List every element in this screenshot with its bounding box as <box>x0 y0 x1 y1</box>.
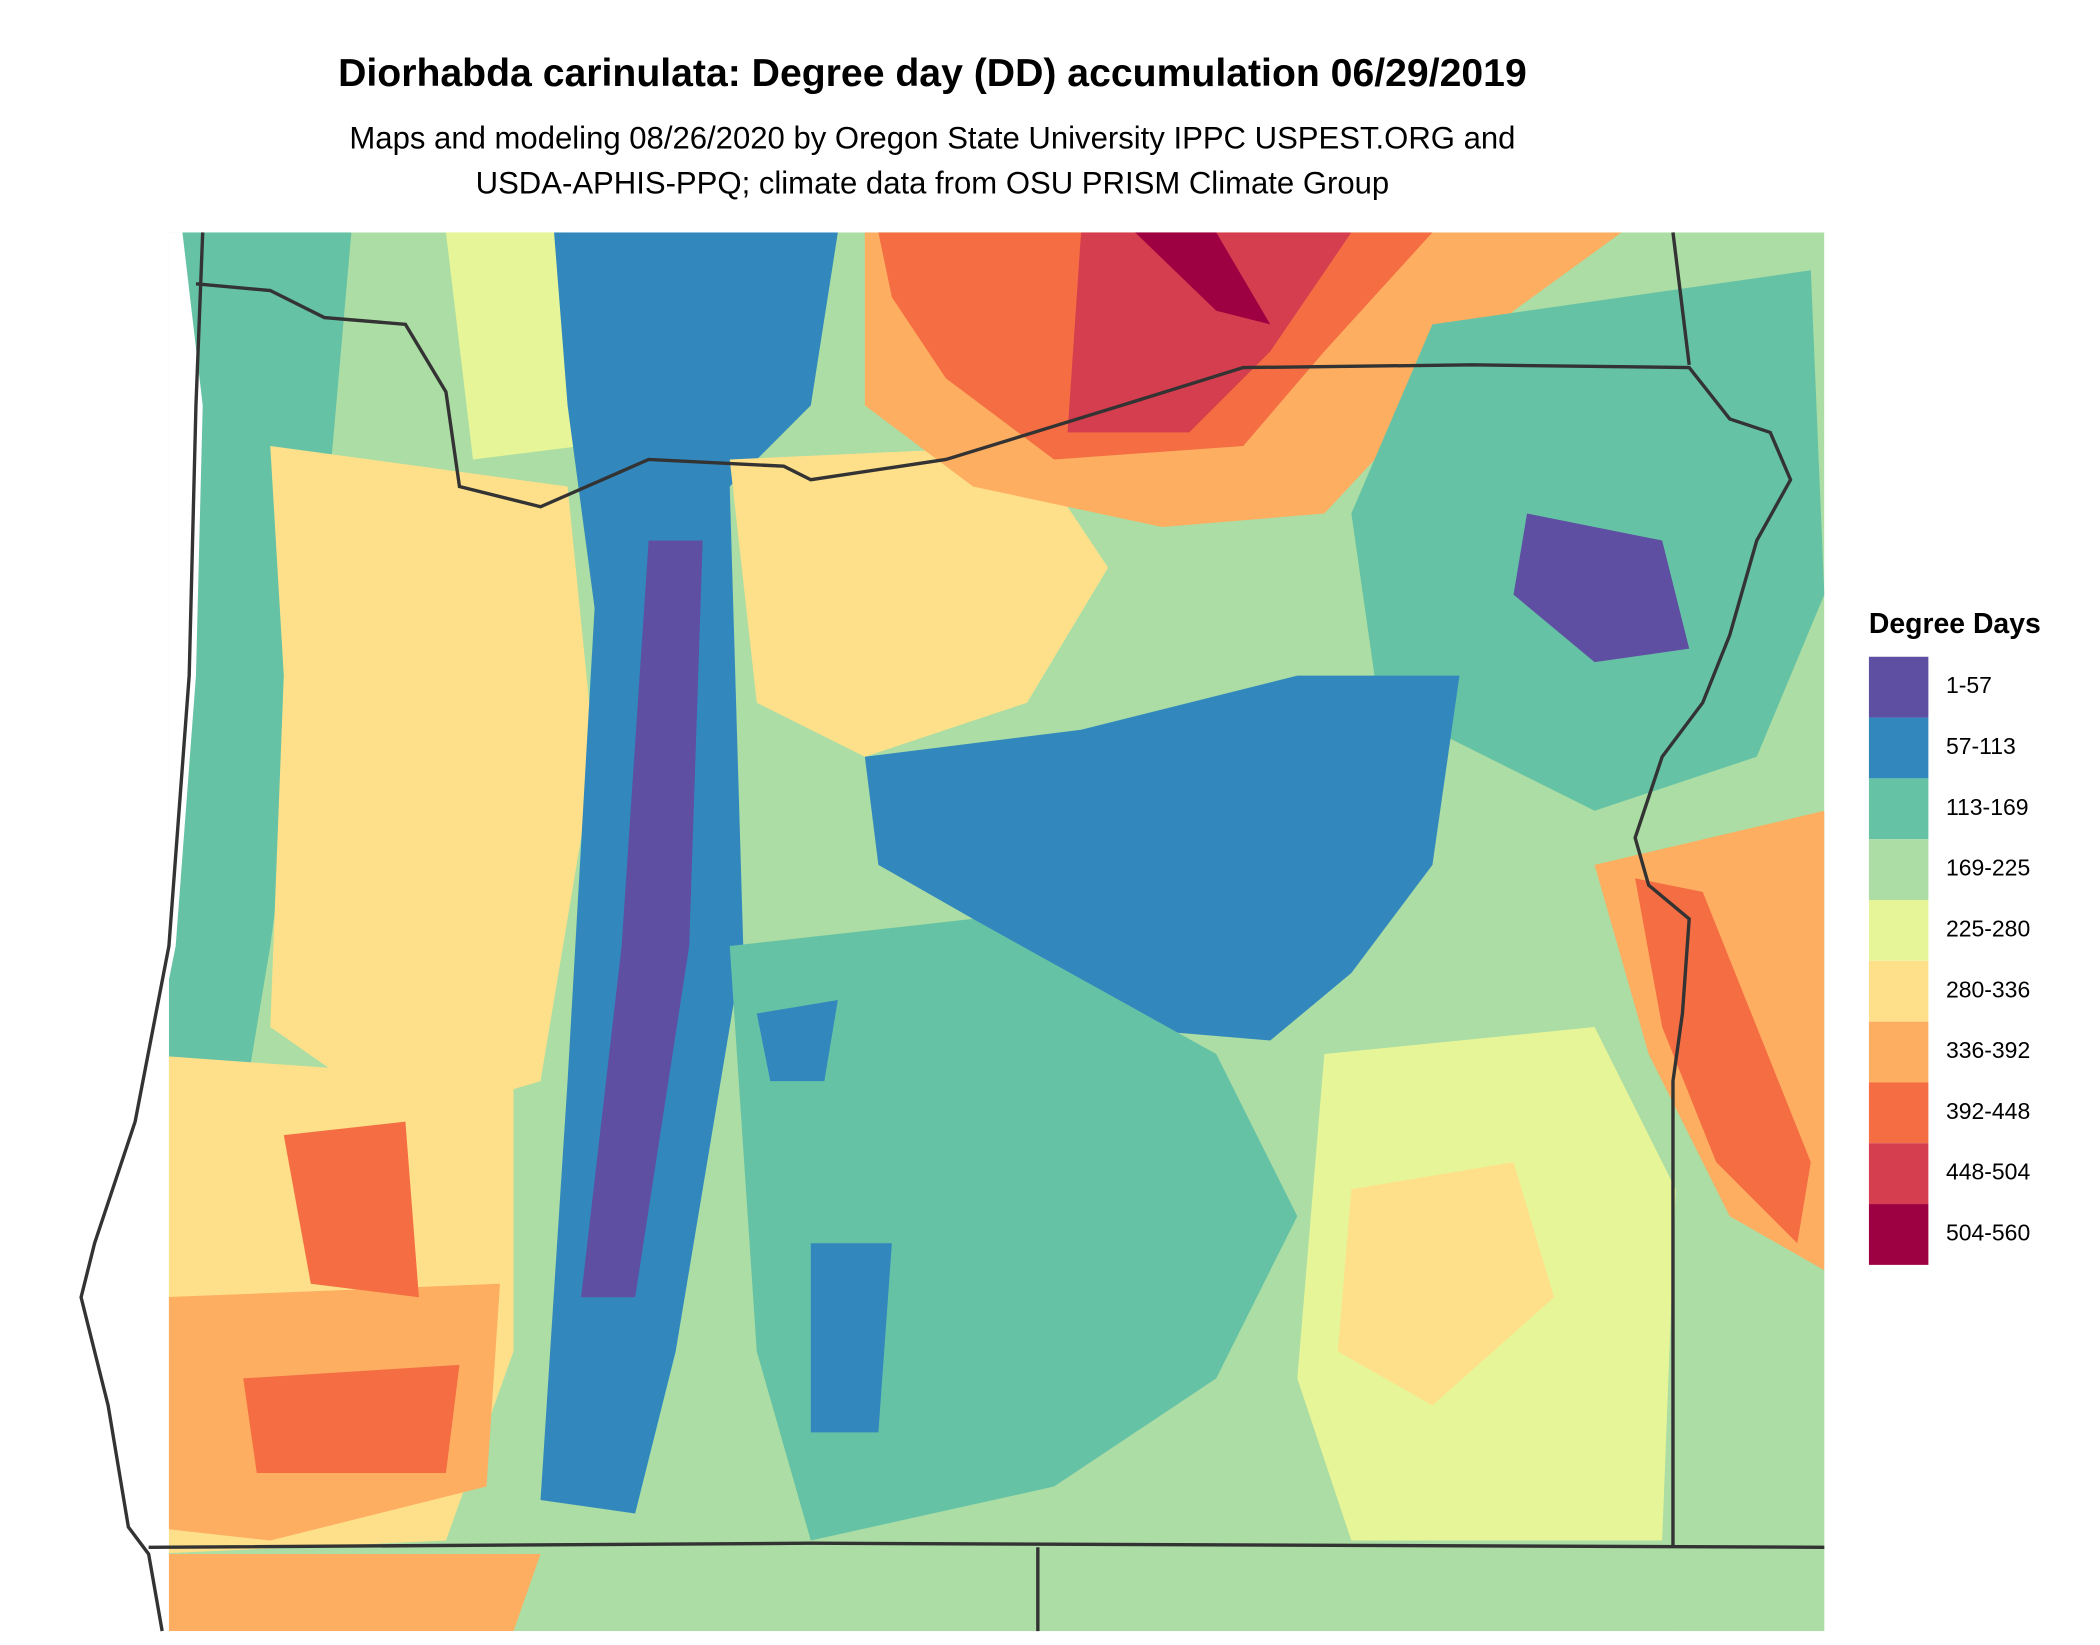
map-region <box>729 445 1109 757</box>
legend-label: 448-504 <box>1946 1159 2031 1185</box>
legend-label: 504-560 <box>1946 1220 2030 1246</box>
map-region <box>1067 232 1352 433</box>
legend-swatch <box>1868 1204 1929 1265</box>
map-region <box>810 1243 892 1433</box>
raster-map <box>168 232 1825 1632</box>
state-borders <box>79 232 1825 1632</box>
legend-swatch <box>1868 899 1929 961</box>
map-region <box>756 999 838 1082</box>
legend: 1-57 57-113 113-169 169-225 225-280 280-336 33… <box>1868 656 2031 1265</box>
legend-label: 225-280 <box>1946 915 2030 941</box>
map-region <box>1337 1162 1555 1406</box>
map-title: Diorhabda carinulata: Degree day (DD) ac… <box>338 52 1527 95</box>
legend-swatch <box>1868 778 1929 840</box>
legend-swatch <box>1868 1082 1929 1144</box>
map-region <box>243 1364 460 1473</box>
legend-swatch <box>1868 656 1929 718</box>
map-region <box>270 445 595 1122</box>
legend-swatch <box>1868 960 1929 1022</box>
legend-swatch <box>1868 839 1929 900</box>
border-line <box>1671 232 1691 366</box>
map-region <box>581 540 703 1298</box>
map-region <box>283 1121 419 1298</box>
legend-label: 280-336 <box>1946 976 2030 1002</box>
legend-swatch <box>1868 1021 1929 1083</box>
map-region <box>1135 232 1271 325</box>
border-line <box>148 1541 1825 1549</box>
legend-label: 113-169 <box>1946 794 2029 820</box>
map-region <box>1675 1270 1825 1632</box>
map-region <box>1635 878 1811 1244</box>
legend-label: 57-113 <box>1946 733 2016 759</box>
legend-label: 392-448 <box>1946 1098 2030 1124</box>
legend-label: 336-392 <box>1946 1037 2030 1063</box>
map-region <box>445 232 582 460</box>
map-region <box>1513 513 1690 663</box>
map-subtitle: Maps and modeling 08/26/2020 by Oregon S… <box>349 121 1515 156</box>
map-region <box>168 1554 541 1632</box>
legend-label: 1-57 <box>1946 672 1992 698</box>
legend-title: Degree Days <box>1869 608 2041 640</box>
border-line <box>79 232 205 1632</box>
map-subtitle: USDA-APHIS-PPQ; climate data from OSU PR… <box>476 165 1390 200</box>
border-line <box>195 282 1793 1548</box>
legend-label: 169-225 <box>1946 855 2030 881</box>
legend-swatch <box>1868 1143 1929 1205</box>
legend-swatch <box>1868 717 1929 779</box>
